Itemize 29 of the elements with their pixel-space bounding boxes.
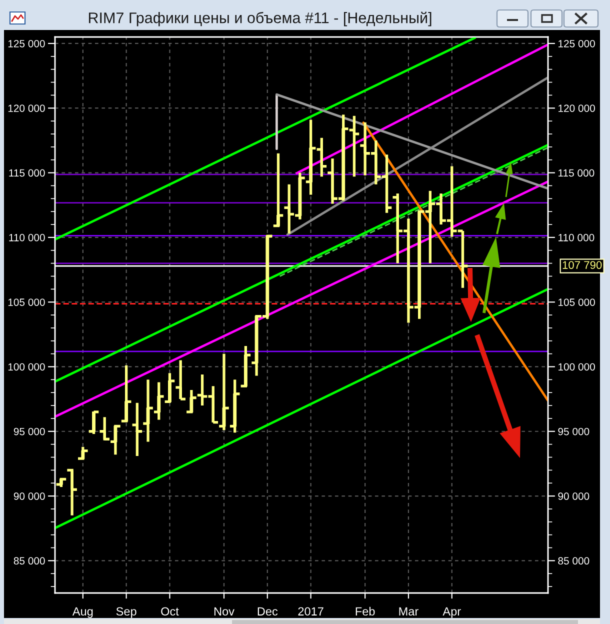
x-tick-label: Dec xyxy=(258,607,278,616)
y-tick-label: 95 000 xyxy=(14,428,45,436)
y2-tick-label: 120 000 xyxy=(558,104,595,112)
y2-tick-label: 115 000 xyxy=(558,169,594,177)
y2-tick-label: 105 000 xyxy=(558,298,595,306)
y-tick-label: 110 000 xyxy=(9,234,45,242)
chart-title: RIM7 Графики цены и объема #11 - [Недельный] xyxy=(88,12,432,26)
y-tick-label: 105 000 xyxy=(8,298,45,306)
x-tick-label: Feb xyxy=(356,606,375,616)
x-tick-label: Oct xyxy=(161,607,179,616)
y2-tick-label: 90 000 xyxy=(558,492,590,500)
y-tick-label: 125 000 xyxy=(8,40,45,48)
y2-tick-label: 100 000 xyxy=(558,363,595,371)
y2-tick-label: 85 000 xyxy=(558,557,590,565)
y2-tick-label: 110 000 xyxy=(558,234,594,242)
x-tick-label: Apr xyxy=(442,607,461,618)
ref-line-label: 107 790 xyxy=(562,261,602,269)
x-tick-label: Nov xyxy=(214,607,234,616)
x-tick-label: Sep xyxy=(116,607,136,618)
x-tick-label: Aug xyxy=(72,607,93,618)
y-tick-label: 85 000 xyxy=(14,557,45,565)
x-tick-label: Mar xyxy=(399,607,418,616)
y-tick-label: 115 000 xyxy=(9,169,45,177)
y-tick-label: 120 000 xyxy=(8,104,45,112)
y-tick-label: 100 000 xyxy=(8,363,45,371)
x-tick-label: 2017 xyxy=(298,607,324,616)
y-tick-label: 90 000 xyxy=(14,492,45,500)
y2-tick-label: 95 000 xyxy=(558,428,590,436)
y2-tick-label: 125 000 xyxy=(558,40,595,48)
